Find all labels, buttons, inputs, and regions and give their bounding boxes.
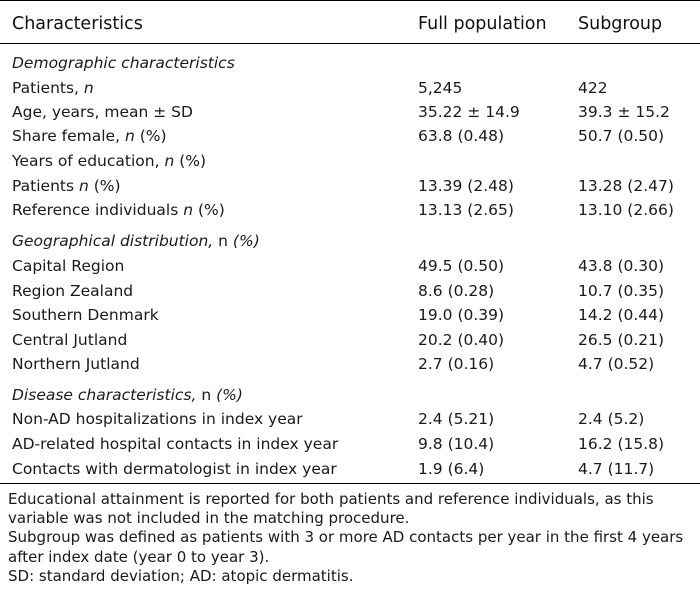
table-row: Capital Region 49.5 (0.50) 43.8 (0.30) <box>0 254 700 278</box>
cell-full: 49.5 (0.50) <box>418 257 505 275</box>
row-label: Contacts with dermatologist in index yea… <box>12 460 337 478</box>
table-row: Southern Denmark 19.0 (0.39) 14.2 (0.44) <box>0 303 700 327</box>
cell-sub: 39.3 ± 15.2 <box>578 103 670 121</box>
table-footnotes: Educational attainment is reported for b… <box>8 490 698 586</box>
cell-sub: 4.7 (11.7) <box>578 460 655 478</box>
section-title: Demographic characteristics <box>12 54 235 72</box>
cell-sub: 4.7 (0.52) <box>578 355 655 373</box>
row-label: Southern Denmark <box>12 306 159 324</box>
cell-full: 63.8 (0.48) <box>418 127 505 145</box>
cell-sub: 26.5 (0.21) <box>578 331 665 349</box>
footnote: SD: standard deviation; AD: atopic derma… <box>8 566 354 585</box>
cell-full: 1.9 (6.4) <box>418 460 485 478</box>
row-label: Non-AD hospitalizations in index year <box>12 410 303 428</box>
section-geographical: Geographical distribution, n (%) <box>0 229 700 253</box>
row-label: Central Jutland <box>12 331 128 349</box>
cell-full: 20.2 (0.40) <box>418 331 505 349</box>
table-row: Contacts with dermatologist in index yea… <box>0 457 700 481</box>
cell-sub: 422 <box>578 79 608 97</box>
cell-sub: 13.28 (2.47) <box>578 177 674 195</box>
table-top-rule <box>0 0 700 1</box>
table-header: Characteristics Full population Subgroup <box>0 0 700 43</box>
row-label: Region Zealand <box>12 282 134 300</box>
cell-sub: 10.7 (0.35) <box>578 282 665 300</box>
table-row: Central Jutland 20.2 (0.40) 26.5 (0.21) <box>0 328 700 352</box>
cell-sub: 16.2 (15.8) <box>578 435 665 453</box>
table-row-education: Years of education, n (%) <box>0 149 700 173</box>
cell-full: 13.39 (2.48) <box>418 177 514 195</box>
row-label: Patients n (%) <box>12 177 121 195</box>
cell-full: 2.7 (0.16) <box>418 355 495 373</box>
header-rule <box>0 43 700 44</box>
table-row-edu-reference: Reference individuals n (%) 13.13 (2.65)… <box>0 198 700 222</box>
table-row: Non-AD hospitalizations in index year 2.… <box>0 407 700 431</box>
cell-full: 35.22 ± 14.9 <box>418 103 520 121</box>
row-label: Capital Region <box>12 257 125 275</box>
row-label: Share female, n (%) <box>12 127 167 145</box>
row-label: Years of education, n (%) <box>12 152 207 170</box>
row-label: Age, years, mean ± SD <box>12 103 193 121</box>
table-row-age: Age, years, mean ± SD 35.22 ± 14.9 39.3 … <box>0 100 700 124</box>
row-label: AD-related hospital contacts in index ye… <box>12 435 339 453</box>
cell-sub: 50.7 (0.50) <box>578 127 665 145</box>
table-row-female: Share female, n (%) 63.8 (0.48) 50.7 (0.… <box>0 124 700 148</box>
table-row-edu-patients: Patients n (%) 13.39 (2.48) 13.28 (2.47) <box>0 174 700 198</box>
cell-sub: 14.2 (0.44) <box>578 306 665 324</box>
row-label: Northern Jutland <box>12 355 140 373</box>
table-row: AD-related hospital contacts in index ye… <box>0 432 700 456</box>
table-row: Region Zealand 8.6 (0.28) 10.7 (0.35) <box>0 279 700 303</box>
cell-sub: 43.8 (0.30) <box>578 257 665 275</box>
cell-sub: 13.10 (2.66) <box>578 201 674 219</box>
cell-full: 5,245 <box>418 79 463 97</box>
section-demographic: Demographic characteristics <box>0 51 700 75</box>
cell-full: 13.13 (2.65) <box>418 201 514 219</box>
row-label: Patients, n <box>12 79 94 97</box>
section-disease: Disease characteristics, n (%) <box>0 383 700 407</box>
footer-rule <box>0 483 700 484</box>
cell-sub: 2.4 (5.2) <box>578 410 645 428</box>
header-characteristics: Characteristics <box>12 14 143 34</box>
row-label: Reference individuals n (%) <box>12 201 225 219</box>
cell-full: 19.0 (0.39) <box>418 306 505 324</box>
footnote: Subgroup was defined as patients with 3 … <box>8 528 684 566</box>
table-row: Northern Jutland 2.7 (0.16) 4.7 (0.52) <box>0 352 700 376</box>
cell-full: 2.4 (5.21) <box>418 410 495 428</box>
cell-full: 9.8 (10.4) <box>418 435 495 453</box>
section-title: Disease characteristics, n (%) <box>12 386 243 404</box>
header-full-population: Full population <box>418 14 547 34</box>
header-subgroup: Subgroup <box>578 14 663 34</box>
section-title: Geographical distribution, n (%) <box>12 232 260 250</box>
footnote: Educational attainment is reported for b… <box>8 490 654 528</box>
cell-full: 8.6 (0.28) <box>418 282 495 300</box>
table-row-patients: Patients, n 5,245 422 <box>0 76 700 100</box>
